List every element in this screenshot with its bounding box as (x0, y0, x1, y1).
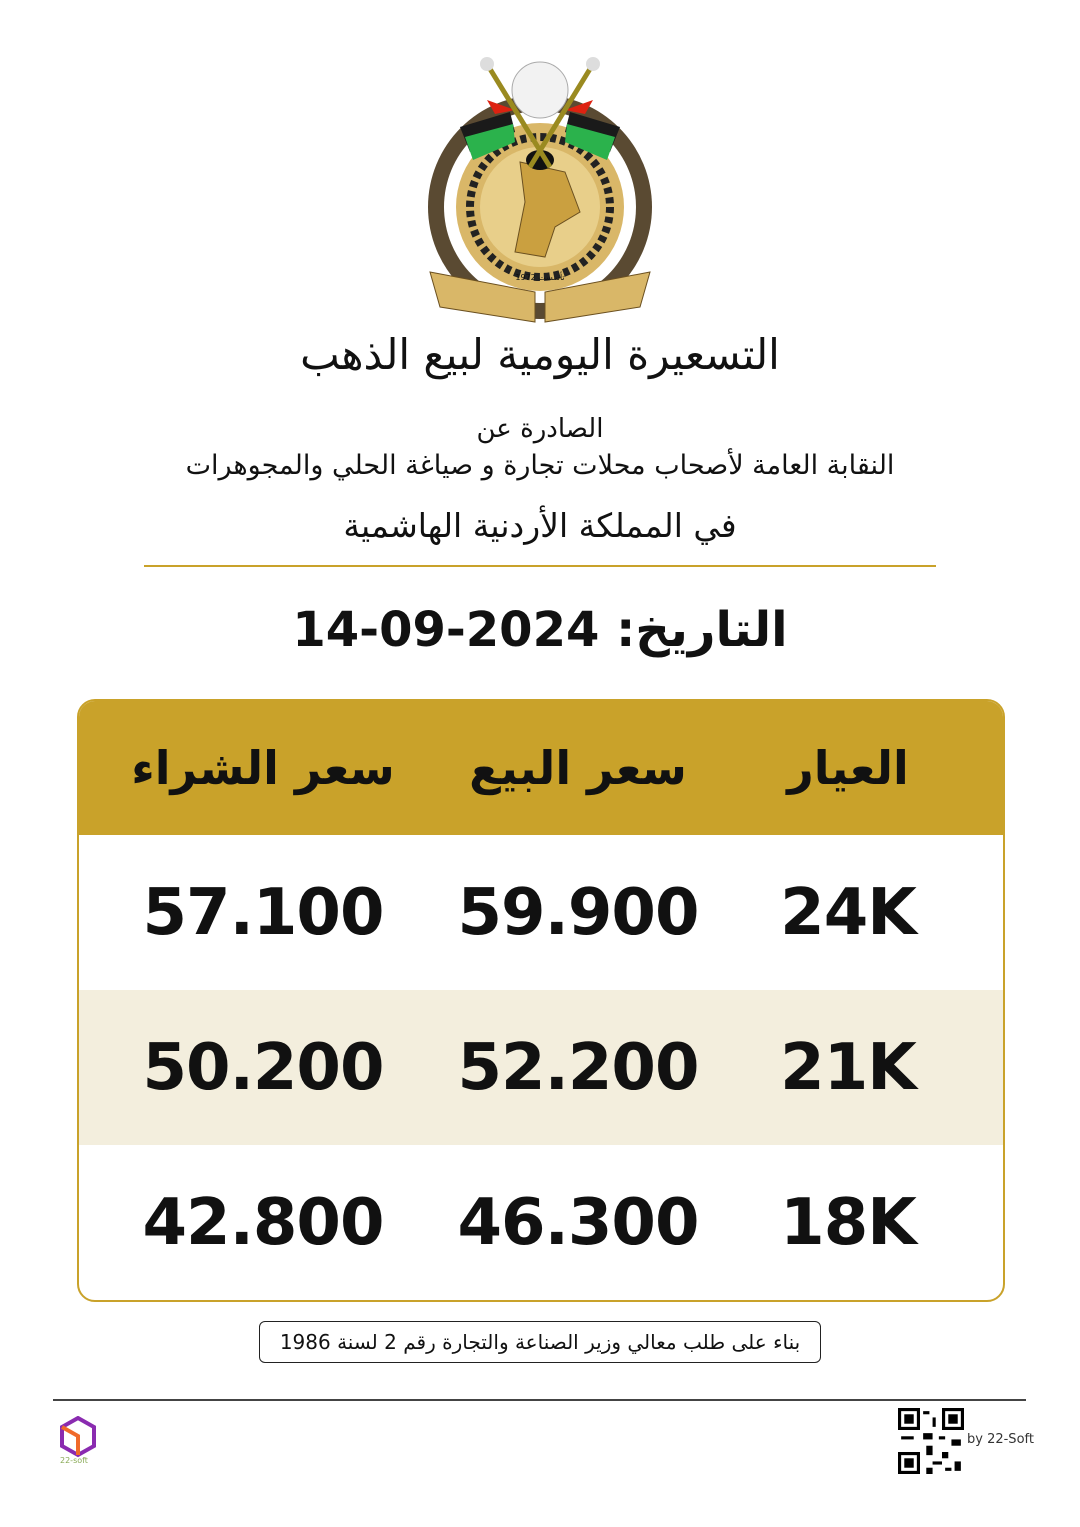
issued-by: الصادرة عن (476, 414, 604, 444)
legal-note: بناء على طلب معالي وزير الصناعة والتجارة… (259, 1321, 821, 1363)
sell-price: 52.200 (457, 1030, 700, 1105)
union-name: النقابة العامة لأصحاب محلات تجارة و صياغ… (185, 450, 895, 481)
union-logo: تأسست 1972 (428, 57, 652, 323)
credit-text: by 22-Soft (967, 1432, 1034, 1447)
qr-code[interactable] (898, 1408, 964, 1474)
table-row: 18K 46.300 42.800 (79, 1145, 1003, 1300)
karat: 21K (780, 1030, 917, 1105)
date-label: التاريخ: (616, 602, 788, 658)
karat: 18K (780, 1185, 917, 1260)
date-row: التاريخ: 14-09-2024 (0, 602, 1080, 658)
karat: 24K (780, 875, 917, 950)
kingdom-name: في المملكة الأردنية الهاشمية (343, 506, 737, 545)
table-header: العيار سعر البيع سعر الشراء (79, 701, 1003, 835)
table-row: 21K 52.200 50.200 (79, 990, 1003, 1145)
gold-divider (144, 565, 936, 567)
brand-small-text: 22-soft (60, 1456, 88, 1465)
header-sell-price: سعر البيع (469, 741, 687, 795)
buy-price: 57.100 (142, 875, 385, 950)
buy-price: 50.200 (142, 1030, 385, 1105)
header-karat: العيار (787, 741, 909, 795)
price-table: العيار سعر البيع سعر الشراء 24K 59.900 5… (77, 699, 1005, 1302)
date-value: 14-09-2024 (292, 602, 600, 658)
22soft-logo-icon (60, 1416, 96, 1458)
sell-price: 59.900 (457, 875, 700, 950)
table-row: 24K 59.900 57.100 (79, 835, 1003, 990)
footer-divider (53, 1399, 1026, 1401)
page-title: التسعيرة اليومية لبيع الذهب (300, 330, 780, 379)
logo-founded: تأسست 1972 (515, 271, 564, 282)
buy-price: 42.800 (142, 1185, 385, 1260)
header-buy-price: سعر الشراء (131, 741, 395, 795)
sell-price: 46.300 (457, 1185, 700, 1260)
